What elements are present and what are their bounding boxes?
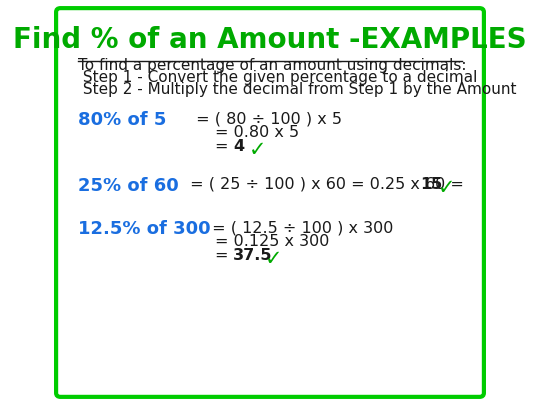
Text: To find a percentage of an amount using decimals:: To find a percentage of an amount using … [78,58,467,73]
Text: Find % of an Amount -EXAMPLES: Find % of an Amount -EXAMPLES [13,26,527,54]
Text: =: = [215,248,234,263]
Text: 15: 15 [421,177,443,192]
Text: 37.5: 37.5 [233,248,272,263]
Text: ✓: ✓ [249,140,267,160]
Text: = 0.80 x 5: = 0.80 x 5 [215,125,300,140]
Text: = ( 25 ÷ 100 ) x 60 = 0.25 x 60 =: = ( 25 ÷ 100 ) x 60 = 0.25 x 60 = [185,177,469,192]
Text: 80% of 5: 80% of 5 [78,111,166,129]
Text: = 0.125 x 300: = 0.125 x 300 [215,234,330,249]
Text: Step 1 - Convert the given percentage to a decimal: Step 1 - Convert the given percentage to… [78,70,477,85]
Text: Step 2 - Multiply the decimal from Step 1 by the Amount: Step 2 - Multiply the decimal from Step … [78,81,516,96]
Text: ✓: ✓ [265,249,282,269]
Text: =: = [215,139,234,154]
Text: = ( 80 ÷ 100 ) x 5: = ( 80 ÷ 100 ) x 5 [191,111,342,126]
FancyBboxPatch shape [56,8,484,397]
Text: = ( 12.5 ÷ 100 ) x 300: = ( 12.5 ÷ 100 ) x 300 [207,220,393,235]
Text: 25% of 60: 25% of 60 [78,177,179,195]
Text: ✓: ✓ [438,177,456,198]
Text: 4: 4 [233,139,244,154]
Text: 12.5% of 300: 12.5% of 300 [78,220,211,239]
